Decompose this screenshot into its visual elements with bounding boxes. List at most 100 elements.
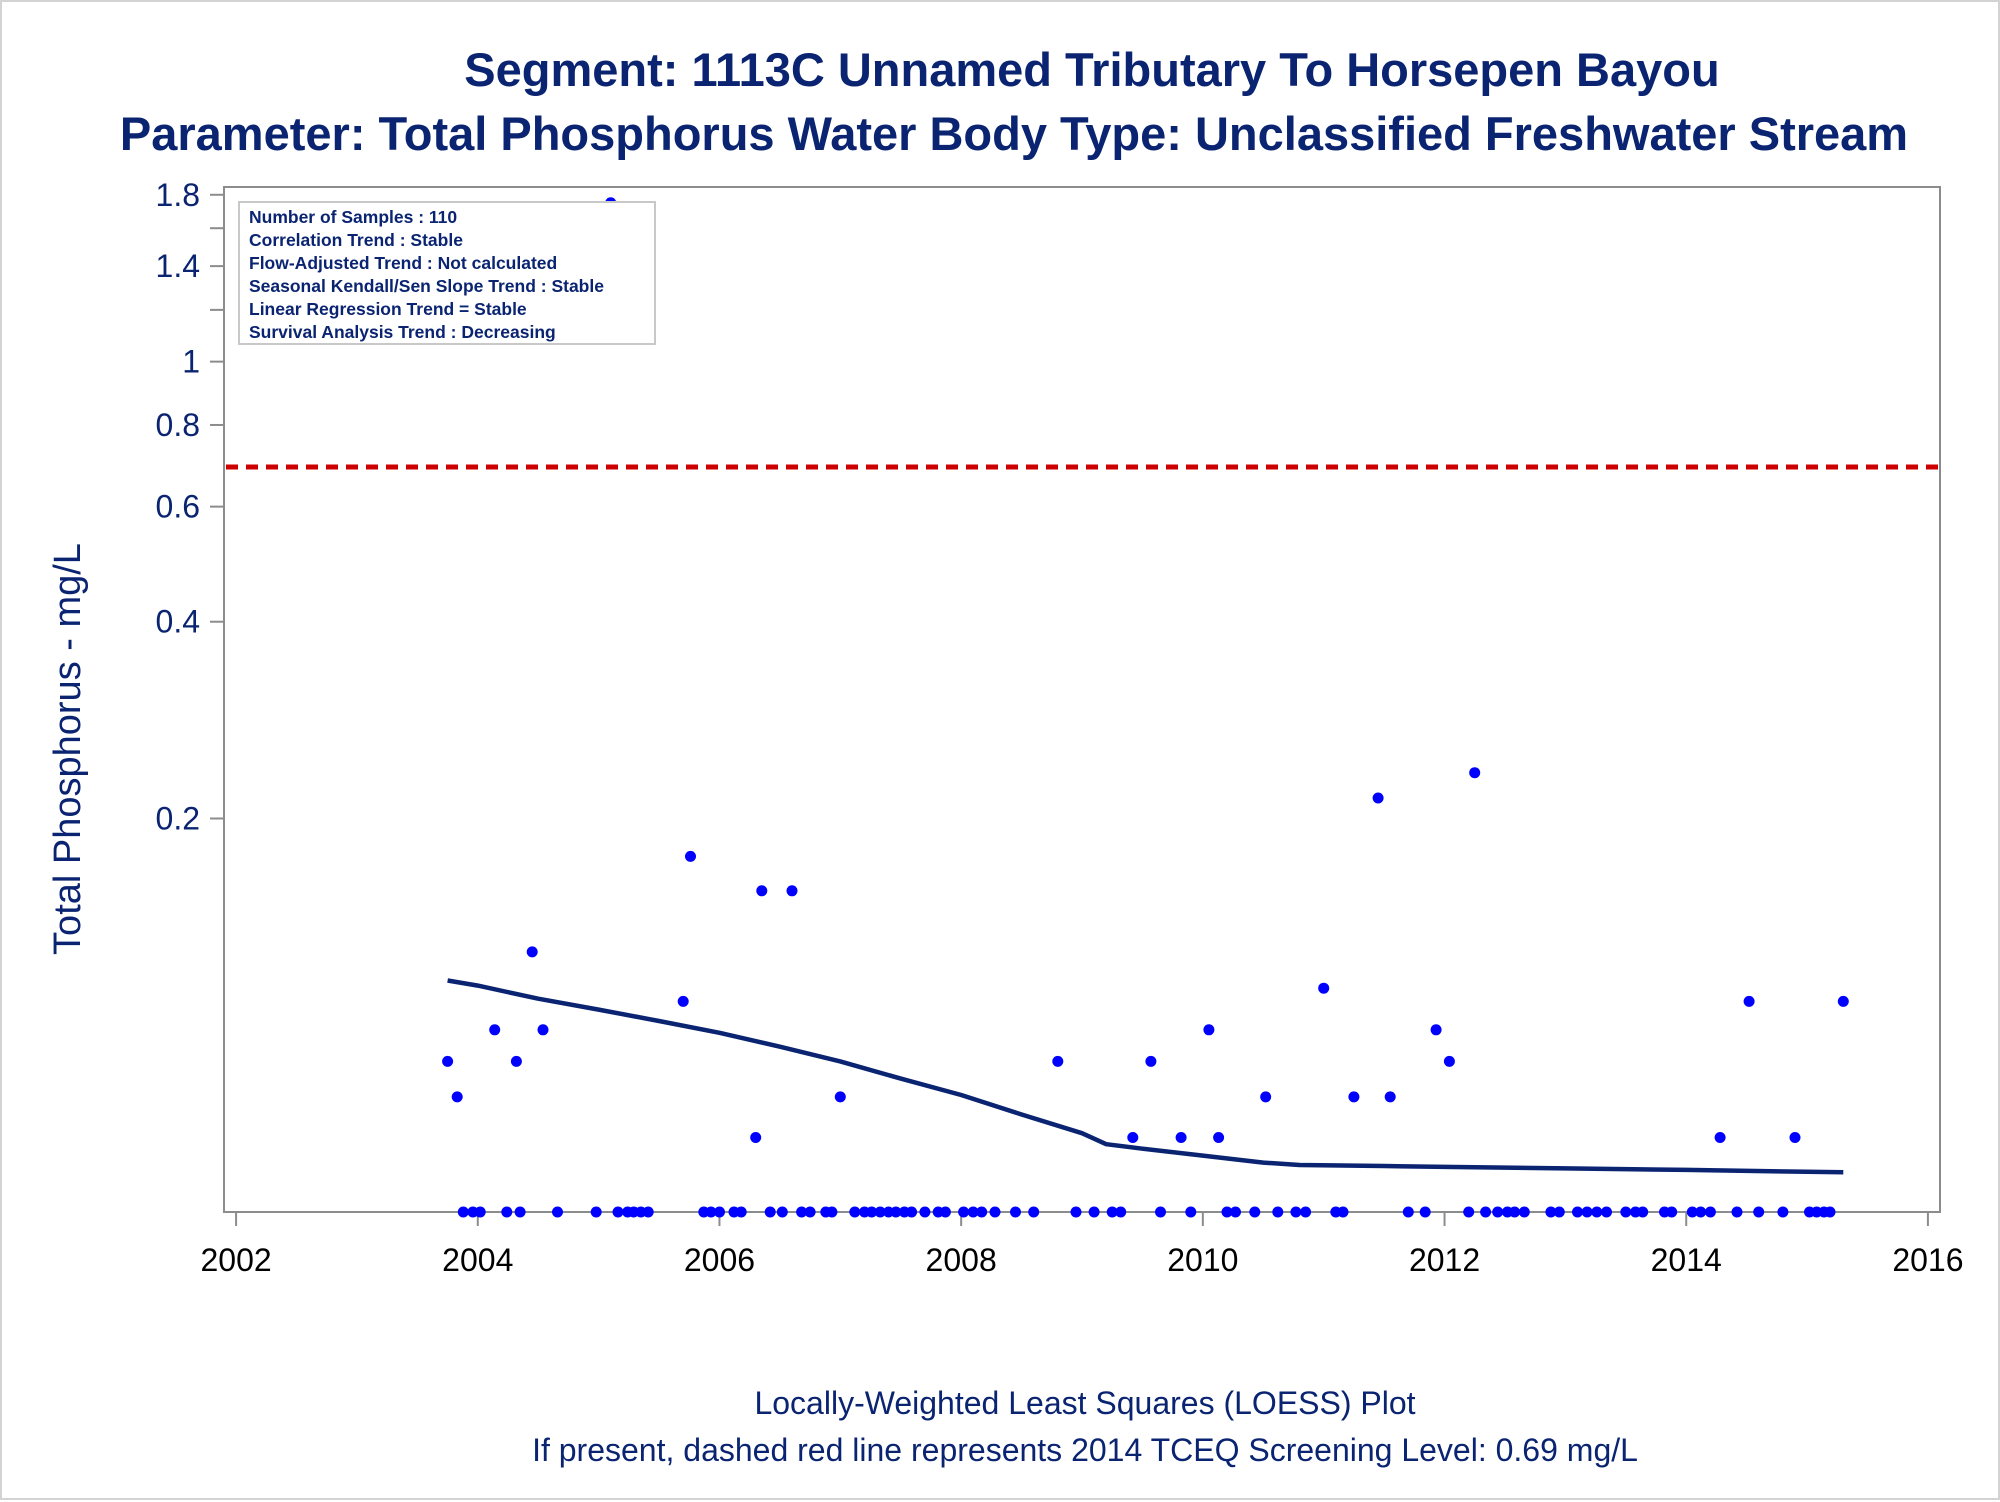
x-tick-label: 2002	[200, 1242, 271, 1278]
data-point	[826, 1206, 838, 1218]
data-point	[1731, 1206, 1743, 1218]
info-line-linear-regression: Linear Regression Trend = Stable	[249, 299, 527, 319]
data-point	[1704, 1206, 1716, 1218]
data-point	[866, 1206, 878, 1218]
data-point	[1714, 1132, 1726, 1143]
data-point	[1837, 995, 1849, 1007]
data-point	[1777, 1206, 1789, 1218]
data-point	[919, 1206, 931, 1218]
data-point	[786, 885, 798, 897]
data-point	[1695, 1206, 1707, 1218]
data-point	[1480, 1206, 1492, 1218]
chart-title: Segment: 1113C Unnamed Tributary To Hors…	[464, 43, 1719, 96]
data-point	[1591, 1206, 1603, 1218]
data-point	[1789, 1132, 1801, 1143]
y-axis-label: Total Phosphorus - mg/L	[47, 543, 89, 955]
data-point	[764, 1206, 776, 1218]
data-point	[590, 1206, 602, 1218]
data-point	[1518, 1206, 1530, 1218]
data-point	[1070, 1206, 1082, 1218]
data-point	[796, 1206, 808, 1218]
data-point	[1509, 1206, 1521, 1218]
data-point	[451, 1091, 463, 1103]
data-point	[537, 1024, 549, 1036]
data-point	[1272, 1206, 1284, 1218]
data-point	[735, 1206, 747, 1218]
data-point	[1743, 995, 1755, 1007]
plot-area-frame	[223, 186, 1941, 1213]
data-point	[1492, 1206, 1504, 1218]
x-tick-label: 2012	[1409, 1242, 1480, 1278]
data-point	[976, 1206, 988, 1218]
data-point	[1545, 1206, 1557, 1218]
data-point	[1155, 1206, 1166, 1218]
y-tick-label: 1.4	[156, 248, 200, 284]
data-point	[1666, 1206, 1678, 1218]
data-point	[1572, 1206, 1583, 1218]
data-point	[1463, 1206, 1475, 1218]
data-point	[705, 1206, 717, 1218]
data-point	[1088, 1206, 1100, 1218]
y-tick-label: 0.6	[156, 489, 200, 525]
data-point	[1290, 1206, 1302, 1218]
x-tick-label: 2004	[442, 1242, 513, 1278]
y-tick-label: 1.8	[156, 177, 200, 213]
data-point	[1348, 1091, 1360, 1103]
data-point	[989, 1206, 1001, 1218]
data-point	[1052, 1055, 1064, 1067]
data-point	[1337, 1206, 1349, 1218]
x-tick-label: 2010	[1167, 1242, 1238, 1278]
footnote-screening: If present, dashed red line represents 2…	[532, 1432, 1638, 1468]
info-line-flow-adjusted: Flow-Adjusted Trend : Not calculated	[249, 253, 557, 273]
data-point	[750, 1132, 762, 1143]
data-point	[958, 1206, 970, 1218]
data-point	[967, 1206, 979, 1218]
info-line-seasonal-kendall: Seasonal Kendall/Sen Slope Trend : Stabl…	[249, 276, 604, 296]
data-point	[1203, 1024, 1215, 1036]
data-point	[1221, 1206, 1233, 1218]
x-tick-label: 2006	[684, 1242, 755, 1278]
data-point	[526, 946, 538, 958]
data-point	[1419, 1206, 1431, 1218]
x-tick-label: 2016	[1892, 1242, 1963, 1278]
data-point	[1145, 1055, 1157, 1067]
data-point	[1601, 1206, 1612, 1218]
data-point	[849, 1206, 861, 1218]
data-point	[1753, 1206, 1765, 1218]
data-point	[489, 1024, 501, 1036]
info-line-samples: Number of Samples : 110	[249, 207, 457, 227]
data-point	[457, 1206, 469, 1218]
data-point	[1620, 1206, 1632, 1218]
data-point	[1637, 1206, 1649, 1218]
data-point	[1260, 1091, 1272, 1103]
data-point	[756, 885, 768, 897]
data-point	[1127, 1132, 1139, 1143]
x-tick-label: 2008	[926, 1242, 997, 1278]
loess-curve	[447, 978, 1844, 1175]
data-point	[474, 1206, 486, 1218]
x-tick-label: 2014	[1651, 1242, 1722, 1278]
data-point	[510, 1055, 522, 1067]
footnote-loess: Locally-Weighted Least Squares (LOESS) P…	[754, 1385, 1415, 1421]
chart-subtitle: Parameter: Total Phosphorus Water Body T…	[120, 107, 1908, 160]
data-point	[1443, 1055, 1455, 1067]
data-point	[1249, 1206, 1261, 1218]
data-point	[939, 1206, 951, 1218]
info-box	[238, 201, 656, 345]
data-point	[1175, 1132, 1187, 1143]
y-tick-label: 1	[182, 344, 200, 380]
data-point	[1115, 1206, 1127, 1218]
data-point	[1469, 767, 1481, 779]
data-point	[685, 850, 696, 862]
data-point	[1581, 1206, 1593, 1218]
plot-layer: 1.8 1.4 1 0.8 0.6 0.4 0.2 2002 2004 2006 2008 2010 2…	[156, 177, 1964, 1278]
data-point	[1402, 1206, 1414, 1218]
data-point	[1318, 982, 1330, 994]
data-point	[1106, 1206, 1118, 1218]
data-point	[1213, 1132, 1225, 1143]
data-point	[1430, 1024, 1442, 1036]
data-point	[1230, 1206, 1241, 1218]
data-point	[677, 995, 689, 1007]
data-point	[442, 1055, 454, 1067]
